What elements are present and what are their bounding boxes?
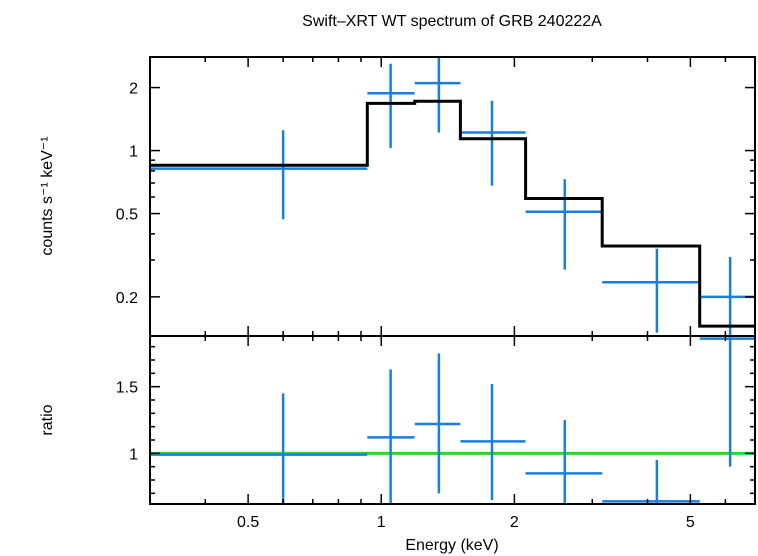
y-tick-label-spectrum-2: 2 (129, 81, 138, 98)
ratio-point-5 (525, 420, 603, 504)
model-step-line (150, 99, 755, 328)
x-axis-label: Energy (keV) (405, 537, 498, 554)
y-axis-label-spectrum: counts s⁻¹ keV⁻¹ (39, 136, 56, 255)
spectrum-frame (149, 56, 756, 337)
y-tick-label-ratio-1: 1 (129, 446, 138, 463)
y-tick-label-spectrum-0.2: 0.2 (116, 290, 138, 307)
spectrum-point-1 (150, 130, 368, 220)
chart-title: Swift–XRT WT spectrum of GRB 240222A (302, 13, 602, 30)
ratio-frame (149, 335, 756, 505)
x-tick-label-1: 1 (377, 514, 386, 531)
spectrum-point-5 (525, 179, 603, 270)
ratio-point-4 (460, 384, 526, 500)
x-tick-label-0.5: 0.5 (237, 514, 259, 531)
x-tick-label-5: 5 (686, 514, 695, 531)
spectrum-point-2 (367, 63, 415, 148)
y-tick-label-spectrum-0.5: 0.5 (116, 207, 138, 224)
ratio-plot-area (150, 336, 755, 504)
y-tick-label-ratio-1.5: 1.5 (116, 380, 138, 397)
ratio-point-7 (699, 336, 755, 467)
y-axis-label-ratio: ratio (39, 404, 56, 435)
spectrum-point-4 (460, 100, 526, 186)
ratio-point-1 (150, 393, 368, 504)
spectrum-point-6 (602, 248, 700, 333)
ratio-point-6 (602, 460, 700, 504)
ratio-point-3 (414, 353, 461, 494)
y-tick-label-spectrum-1: 1 (129, 144, 138, 161)
axes: 0.5 1 2 5 0.2 0.5 1 2 1 1.5 (116, 56, 756, 531)
x-tick-label-2: 2 (510, 514, 519, 531)
spectrum-plot-area (150, 57, 755, 336)
spectrum-point-3 (414, 57, 461, 133)
ratio-point-2 (367, 369, 415, 504)
